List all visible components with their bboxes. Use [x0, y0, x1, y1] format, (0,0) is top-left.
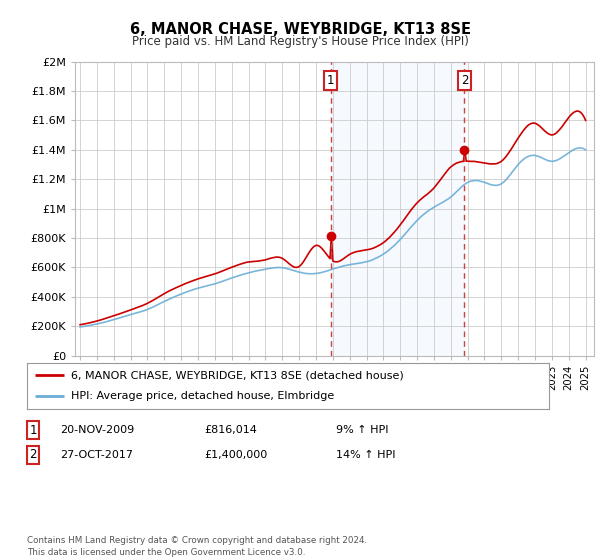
- Bar: [331, 62, 464, 356]
- Text: £1,400,000: £1,400,000: [204, 450, 267, 460]
- Text: 2: 2: [461, 74, 468, 87]
- Text: 1: 1: [327, 74, 335, 87]
- Text: 14% ↑ HPI: 14% ↑ HPI: [336, 450, 395, 460]
- Text: Price paid vs. HM Land Registry's House Price Index (HPI): Price paid vs. HM Land Registry's House …: [131, 35, 469, 48]
- Text: 2: 2: [29, 448, 37, 461]
- Text: 27-OCT-2017: 27-OCT-2017: [60, 450, 133, 460]
- Text: 6, MANOR CHASE, WEYBRIDGE, KT13 8SE: 6, MANOR CHASE, WEYBRIDGE, KT13 8SE: [130, 22, 470, 38]
- Text: 1: 1: [29, 423, 37, 437]
- Text: HPI: Average price, detached house, Elmbridge: HPI: Average price, detached house, Elmb…: [71, 391, 335, 402]
- Text: 6, MANOR CHASE, WEYBRIDGE, KT13 8SE (detached house): 6, MANOR CHASE, WEYBRIDGE, KT13 8SE (det…: [71, 370, 404, 380]
- Text: 9% ↑ HPI: 9% ↑ HPI: [336, 425, 389, 435]
- Text: Contains HM Land Registry data © Crown copyright and database right 2024.
This d: Contains HM Land Registry data © Crown c…: [27, 536, 367, 557]
- Text: £816,014: £816,014: [204, 425, 257, 435]
- Text: 20-NOV-2009: 20-NOV-2009: [60, 425, 134, 435]
